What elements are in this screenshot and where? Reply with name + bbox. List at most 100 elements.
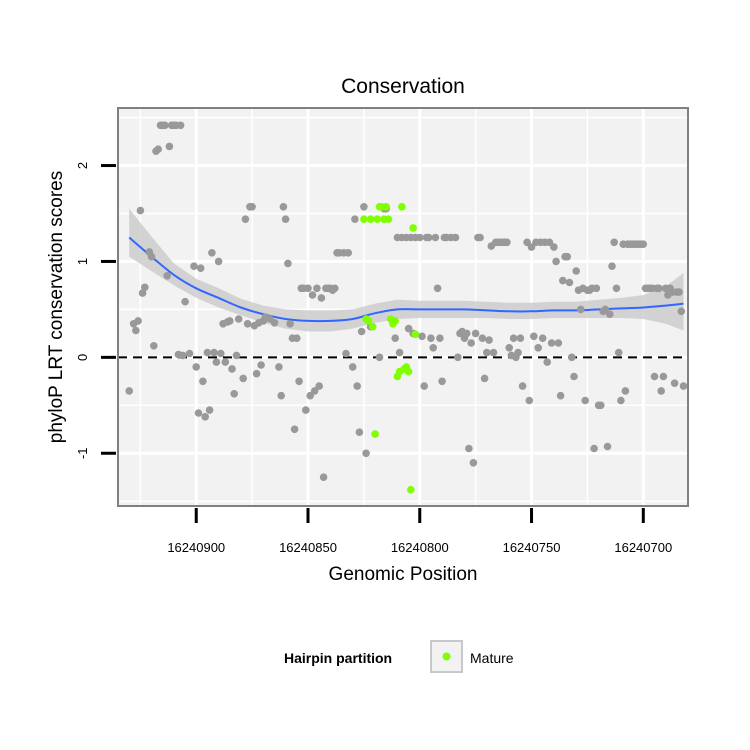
data-point-other (205, 406, 214, 414)
data-point-other (590, 444, 598, 453)
data-point-other (576, 305, 585, 314)
legend-title: Hairpin partition (284, 650, 392, 666)
data-point-other (608, 262, 616, 271)
data-point-other (556, 391, 565, 400)
data-point-other (675, 288, 683, 296)
data-point-other (547, 339, 556, 347)
data-point-other (154, 145, 162, 153)
x-tick-label: 16240900 (167, 540, 225, 555)
data-point-other (438, 377, 446, 386)
data-point-other (552, 257, 560, 266)
data-point-other (523, 238, 531, 247)
data-point-other (277, 391, 286, 400)
data-point-other (147, 252, 156, 261)
data-point-other (304, 284, 312, 293)
data-point-other (351, 215, 359, 223)
data-point-other (192, 363, 200, 371)
data-point-other (612, 284, 621, 293)
data-point-other (344, 249, 353, 257)
data-point-other (592, 284, 601, 293)
data-point-other (203, 348, 212, 357)
smooth-line-layer (128, 236, 684, 323)
data-point-other (190, 262, 198, 271)
data-point-mature (409, 224, 417, 232)
data-point-other (610, 238, 618, 247)
data-point-other (530, 332, 538, 341)
x-axis: 16240900 16240850 16240800 16240750 16240700 (167, 508, 672, 555)
data-point-other (239, 374, 247, 383)
data-point-mature (391, 317, 400, 325)
data-point-mature (411, 330, 420, 339)
data-point-mature (364, 317, 373, 325)
data-point-other (212, 358, 221, 366)
data-point-other (228, 365, 236, 373)
data-point-other (319, 473, 328, 482)
data-point-other (505, 344, 513, 352)
data-point-other (355, 428, 364, 437)
data-point-other (176, 121, 185, 130)
data-point-other (572, 267, 580, 275)
grid-lines (118, 108, 688, 506)
data-point-other (485, 336, 493, 344)
data-point-other (375, 353, 384, 362)
data-point-other (281, 215, 290, 223)
y-tick-label: 1 (75, 258, 90, 265)
data-point-other (538, 334, 547, 343)
data-point-other (462, 329, 471, 338)
data-point-other (478, 334, 487, 343)
data-point-other (221, 358, 230, 366)
data-point-other (132, 326, 140, 335)
data-point-other (617, 396, 625, 405)
data-point-other (286, 320, 294, 328)
data-point-other (391, 334, 400, 343)
data-point-other (433, 284, 442, 293)
data-point-other (313, 284, 321, 293)
y-axis-label: phyloP LRT conservation scores (46, 171, 67, 444)
data-point-other (518, 382, 527, 390)
data-point-other (201, 413, 209, 421)
data-point-other (451, 233, 460, 242)
data-point-other (545, 238, 554, 247)
data-point-other (429, 344, 438, 352)
data-point-other (514, 348, 522, 357)
data-point-other (677, 307, 686, 316)
data-point-mature (398, 203, 406, 211)
data-point-other (136, 206, 145, 215)
data-point-other (603, 442, 612, 451)
data-point-other (467, 339, 476, 347)
data-point-other (194, 409, 203, 417)
data-point-other (395, 348, 404, 357)
data-point-other (214, 257, 223, 266)
data-point-other (302, 406, 310, 414)
data-point-mature (404, 367, 413, 376)
data-point-other (284, 259, 292, 268)
data-point-other (185, 349, 194, 358)
data-point-mature (369, 322, 377, 331)
data-point-other (243, 320, 252, 328)
data-point-other (543, 358, 551, 366)
data-point-other (310, 387, 319, 395)
data-point-other (252, 369, 261, 378)
legend-key-mature-point (442, 652, 451, 661)
data-point-other (606, 310, 614, 319)
data-point-other (138, 289, 147, 297)
data-point-other (331, 284, 339, 293)
confidence-ribbon (129, 208, 684, 332)
data-point-other (404, 324, 413, 333)
x-axis-label: Genomic Position (329, 564, 478, 585)
data-point-other (568, 353, 576, 362)
data-point-other (657, 387, 665, 395)
data-point-other (427, 334, 435, 343)
data-point-other (290, 425, 299, 434)
data-point-other (534, 344, 542, 352)
data-point-other (471, 329, 480, 338)
data-point-other (134, 317, 142, 325)
data-point-other (483, 348, 491, 357)
data-point-other (179, 351, 187, 360)
y-tick-label: 2 (75, 162, 90, 169)
data-point-other (163, 272, 171, 280)
data-point-other (275, 363, 283, 371)
x-tick-label: 16240750 (503, 540, 561, 555)
data-point-mature (407, 485, 415, 494)
data-point-other (416, 233, 424, 242)
